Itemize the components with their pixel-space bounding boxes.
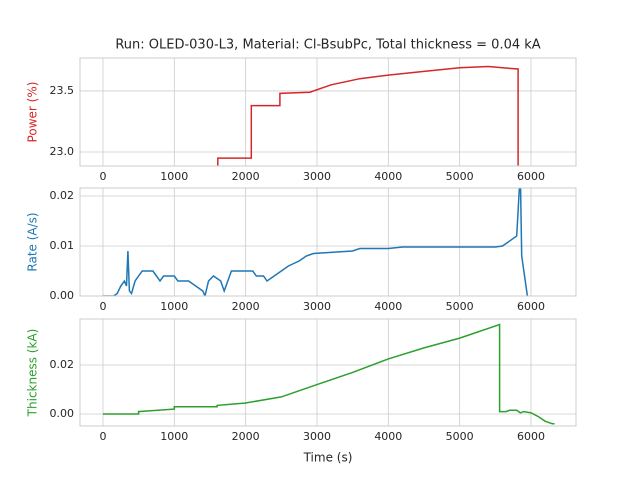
x-tick-label: 4000 <box>374 170 402 183</box>
axes: 0 1000 2000 3000 4000 5000 6000 0.00 0.01 0.02 Rat… <box>26 187 577 313</box>
y-tick-label: 0.02 <box>50 189 75 202</box>
x-tick-label: 1000 <box>160 430 188 443</box>
x-tick-label: 1000 <box>160 170 188 183</box>
y-axis-label: Thickness (kA) <box>26 329 40 418</box>
x-tick-label: 0 <box>99 300 106 313</box>
axes: 0 1000 2000 3000 4000 5000 6000 0.00 0.02 Thickne… <box>26 318 577 465</box>
y-tick-label: 0.00 <box>50 407 75 420</box>
x-tick-label: 6000 <box>517 430 545 443</box>
x-tick-label: 6000 <box>517 170 545 183</box>
axes-frame <box>79 57 577 167</box>
x-tick-label: 3000 <box>303 300 331 313</box>
y-tick-label: 0.01 <box>50 239 75 252</box>
x-axis-label: Time (s) <box>303 451 353 465</box>
line <box>103 188 529 296</box>
x-tick-label: 6000 <box>517 300 545 313</box>
plot-area <box>80 58 576 166</box>
axes-frame <box>79 318 577 427</box>
y-axis-label: Power (%) <box>26 82 40 143</box>
line <box>103 323 555 425</box>
y-tick-label: 23.5 <box>50 84 75 97</box>
axes-frame <box>79 187 577 297</box>
chart-title: Run: OLED-030-L3, Material: Cl-BsubPc, T… <box>115 38 540 53</box>
line <box>217 65 519 166</box>
y-tick-label: 0.02 <box>50 358 75 371</box>
y-axis-label: Rate (A/s) <box>26 212 40 271</box>
x-tick-label: 4000 <box>374 430 402 443</box>
y-tick-label: 23.0 <box>50 145 75 158</box>
y-tick-label: 0.00 <box>50 289 75 302</box>
x-tick-label: 0 <box>99 430 106 443</box>
axes: 0 1000 2000 3000 4000 5000 6000 23.0 23.5 Run: OL… <box>26 38 577 183</box>
x-tick-label: 3000 <box>303 430 331 443</box>
x-tick-label: 1000 <box>160 300 188 313</box>
x-tick-label: 5000 <box>446 300 474 313</box>
x-tick-label: 4000 <box>374 300 402 313</box>
x-tick-label: 3000 <box>303 170 331 183</box>
plot-area <box>80 188 576 296</box>
x-tick-label: 2000 <box>232 300 260 313</box>
plot-area <box>80 319 576 426</box>
x-tick-label: 5000 <box>446 430 474 443</box>
x-tick-label: 2000 <box>232 170 260 183</box>
x-tick-label: 5000 <box>446 170 474 183</box>
x-tick-label: 0 <box>99 170 106 183</box>
x-tick-label: 2000 <box>232 430 260 443</box>
